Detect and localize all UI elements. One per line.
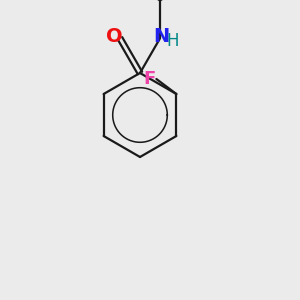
Text: O: O [106,27,122,46]
Text: N: N [153,27,169,46]
Text: H: H [167,32,179,50]
Text: F: F [143,70,155,88]
